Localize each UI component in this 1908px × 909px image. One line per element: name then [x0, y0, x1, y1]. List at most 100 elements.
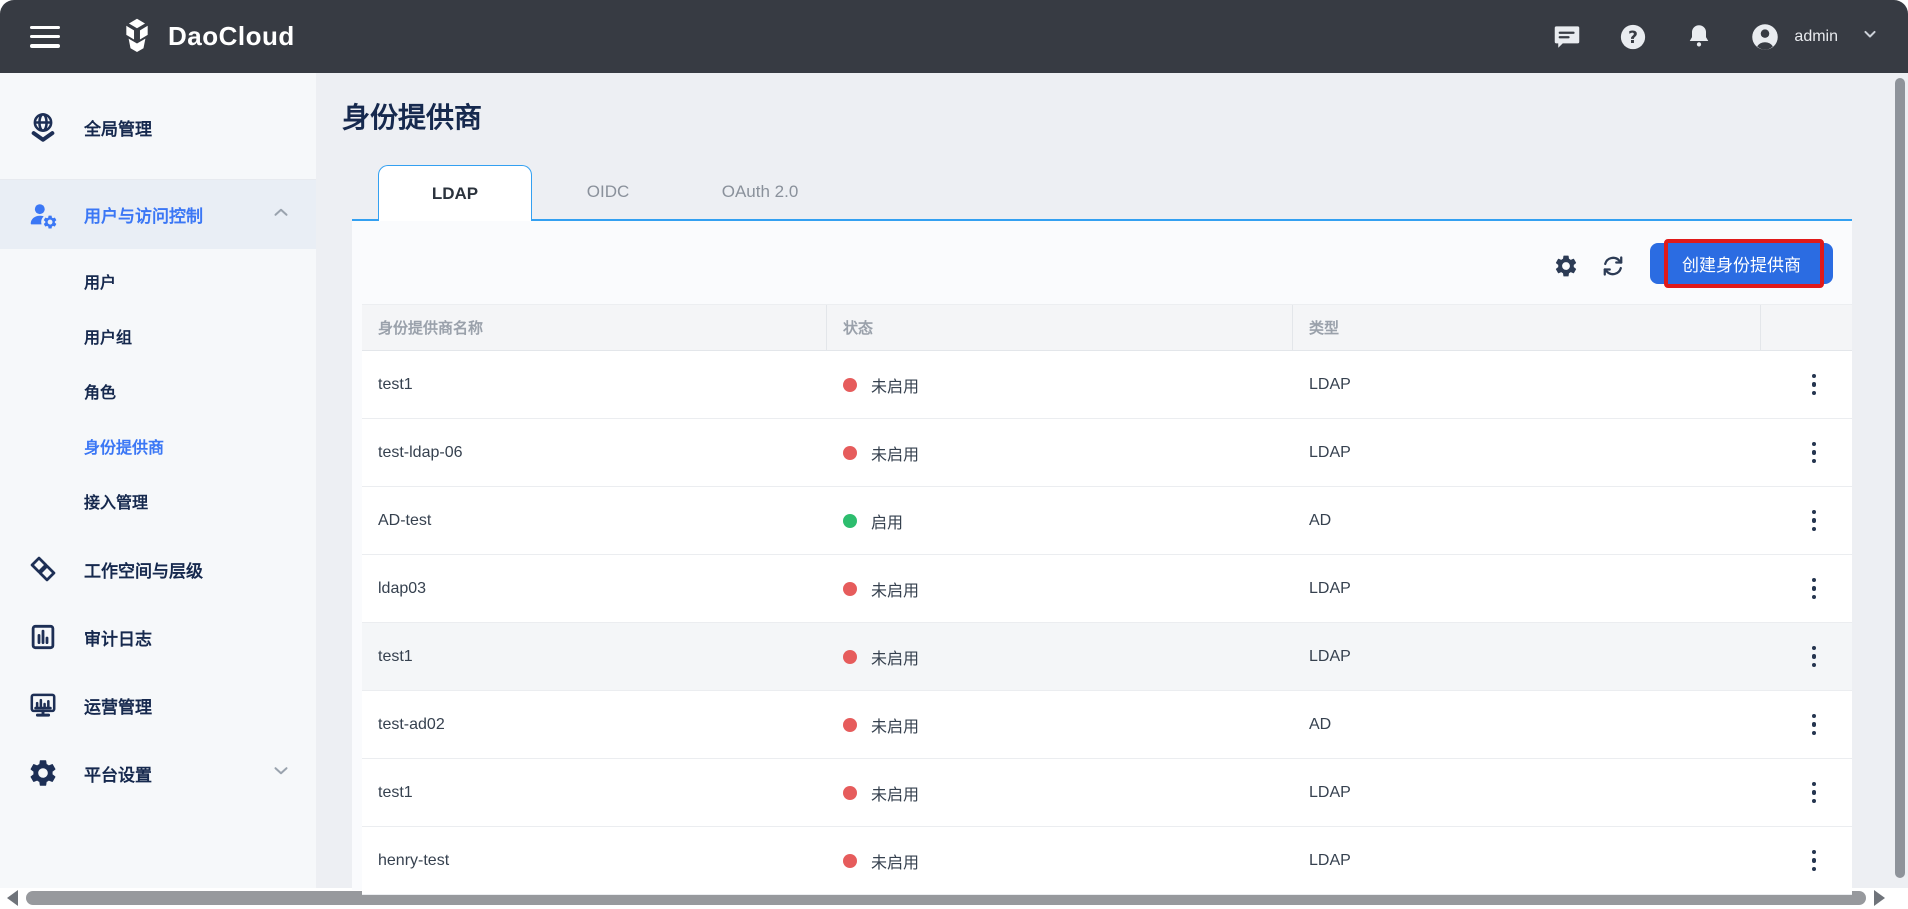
- scroll-right-arrow-icon[interactable]: [1874, 889, 1885, 906]
- sidebar-item-workspace-hierarchy[interactable]: 工作空间与层级: [0, 542, 316, 596]
- row-actions-menu-icon[interactable]: [1797, 368, 1831, 402]
- table-row[interactable]: henry-test 未启用 LDAP: [362, 827, 1852, 895]
- page-title: 身份提供商: [342, 102, 483, 133]
- status-label: 未启用: [871, 446, 920, 464]
- avatar[interactable]: [1748, 20, 1782, 54]
- tab-oauth-2-0[interactable]: OAuth 2.0: [721, 182, 799, 201]
- sidebar-item-access-management[interactable]: 接入管理: [84, 494, 149, 512]
- tab-oidc[interactable]: OIDC: [586, 182, 630, 201]
- cell-actions: [1761, 351, 1852, 418]
- sidebar-item-label: 运营管理: [84, 697, 152, 717]
- row-actions-menu-icon[interactable]: [1797, 708, 1831, 742]
- status-dot-icon: [843, 513, 857, 528]
- row-actions-menu-icon[interactable]: [1797, 776, 1831, 810]
- audit-icon: [26, 620, 60, 654]
- cell-provider-name: henry-test: [378, 851, 450, 869]
- sidebar-item-label: 用户与访问控制: [84, 207, 203, 226]
- column-header: 类型: [1293, 305, 1761, 350]
- create-identity-provider-button[interactable]: 创建身份提供商: [1650, 243, 1833, 284]
- help-icon[interactable]: ?: [1616, 20, 1650, 54]
- status-dot-icon: [843, 445, 857, 460]
- cell-type: LDAP: [1309, 375, 1351, 393]
- user-name: admin: [1794, 27, 1838, 45]
- sidebar-item-users[interactable]: 用户: [84, 274, 117, 292]
- sidebar-item-label: 平台设置: [84, 765, 152, 785]
- cell-type: LDAP: [1309, 851, 1351, 869]
- workspace-icon: [26, 552, 60, 586]
- sidebar-item-label: 工作空间与层级: [84, 561, 203, 581]
- cell-provider-name: ldap03: [378, 579, 427, 597]
- table-row[interactable]: AD-test 启用 AD: [362, 487, 1852, 555]
- status-dot-icon: [843, 853, 857, 868]
- content-panel: 创建身份提供商 身份提供商名称 状态 类型 test1 未启用 LDAP test-l…: [352, 219, 1852, 895]
- vertical-scrollbar[interactable]: [1895, 78, 1905, 878]
- table-row[interactable]: test-ldap-06 未启用 LDAP: [362, 419, 1852, 487]
- svg-text:?: ?: [1629, 27, 1639, 47]
- brand-logo: DaoCloud: [116, 14, 295, 60]
- tab-ldap[interactable]: LDAP: [378, 165, 532, 221]
- menu-icon[interactable]: [30, 25, 60, 48]
- row-actions-menu-icon[interactable]: [1797, 640, 1831, 674]
- status-label: 未启用: [871, 378, 920, 396]
- row-actions-menu-icon[interactable]: [1797, 572, 1831, 606]
- table-header-row: 身份提供商名称 状态 类型: [362, 304, 1852, 351]
- cell-provider-name: AD-test: [378, 511, 432, 529]
- brand-name: DaoCloud: [168, 21, 295, 51]
- cell-provider-name: test1: [378, 375, 413, 393]
- table-row[interactable]: ldap03 未启用 LDAP: [362, 555, 1852, 623]
- topbar: DaoCloud ?: [0, 0, 1908, 73]
- sidebar-item-roles[interactable]: 角色: [84, 384, 117, 402]
- sidebar-item-user-groups[interactable]: 用户组: [84, 329, 133, 347]
- sidebar-item-label: 全局管理: [84, 119, 152, 139]
- table-row[interactable]: test1 未启用 LDAP: [362, 623, 1852, 691]
- chevron-down-icon[interactable]: [270, 760, 292, 787]
- column-header: [1761, 305, 1852, 350]
- cell-type: AD: [1309, 511, 1332, 529]
- status-dot-icon: [843, 785, 857, 800]
- sidebar-divider: [0, 179, 316, 180]
- status-label: 未启用: [871, 582, 920, 600]
- bell-icon[interactable]: [1682, 20, 1716, 54]
- cell-type: LDAP: [1309, 647, 1351, 665]
- cell-type: LDAP: [1309, 579, 1351, 597]
- cell-status: 未启用: [827, 827, 1293, 894]
- table-row[interactable]: test-ad02 未启用 AD: [362, 691, 1852, 759]
- main-content: 身份提供商 LDAP OIDC OAuth 2.0 创建身份提供商: [316, 73, 1908, 895]
- cell-provider-name: test-ad02: [378, 715, 445, 733]
- sidebar: 全局管理 用户与访问控制 用户用户组角色身份提供商接入管理 工作空间与层级 审计…: [0, 73, 316, 888]
- sidebar-item-users-access-control[interactable]: 用户与访问控制: [0, 180, 316, 249]
- status-label: 未启用: [871, 718, 920, 736]
- sidebar-item-identity-providers[interactable]: 身份提供商: [84, 439, 165, 457]
- table-row[interactable]: test1 未启用 LDAP: [362, 759, 1852, 827]
- cell-status: 未启用: [827, 623, 1293, 690]
- status-label: 未启用: [871, 854, 920, 872]
- sidebar-item-operations[interactable]: 运营管理: [0, 678, 316, 732]
- table-row[interactable]: test1 未启用 LDAP: [362, 351, 1852, 419]
- cell-status: 未启用: [827, 419, 1293, 486]
- tab-bar: LDAP OIDC OAuth 2.0: [378, 165, 836, 221]
- cell-actions: [1761, 419, 1852, 486]
- sidebar-item-global-management[interactable]: 全局管理: [0, 100, 316, 154]
- scroll-left-arrow-icon[interactable]: [7, 889, 18, 906]
- status-label: 未启用: [871, 650, 920, 668]
- daocloud-logo-icon: [126, 18, 148, 52]
- row-actions-menu-icon[interactable]: [1797, 844, 1831, 878]
- toolbar: 创建身份提供商: [352, 221, 1852, 304]
- cell-provider-name: test1: [378, 647, 413, 665]
- row-actions-menu-icon[interactable]: [1797, 436, 1831, 470]
- operations-icon: [26, 688, 60, 722]
- cell-status: 未启用: [827, 759, 1293, 826]
- cell-actions: [1761, 623, 1852, 690]
- chevron-up-icon[interactable]: [270, 201, 292, 228]
- chevron-down-icon[interactable]: [1860, 24, 1880, 49]
- status-dot-icon: [843, 717, 857, 732]
- row-actions-menu-icon[interactable]: [1797, 504, 1831, 538]
- status-dot-icon: [843, 649, 857, 664]
- chat-icon[interactable]: [1550, 20, 1584, 54]
- cell-actions: [1761, 691, 1852, 758]
- globe-icon: [26, 110, 60, 144]
- sidebar-item-platform-settings[interactable]: 平台设置: [0, 746, 316, 800]
- sidebar-item-audit-logs[interactable]: 审计日志: [0, 610, 316, 664]
- refresh-icon[interactable]: [1599, 252, 1627, 280]
- gear-icon[interactable]: [1552, 252, 1580, 280]
